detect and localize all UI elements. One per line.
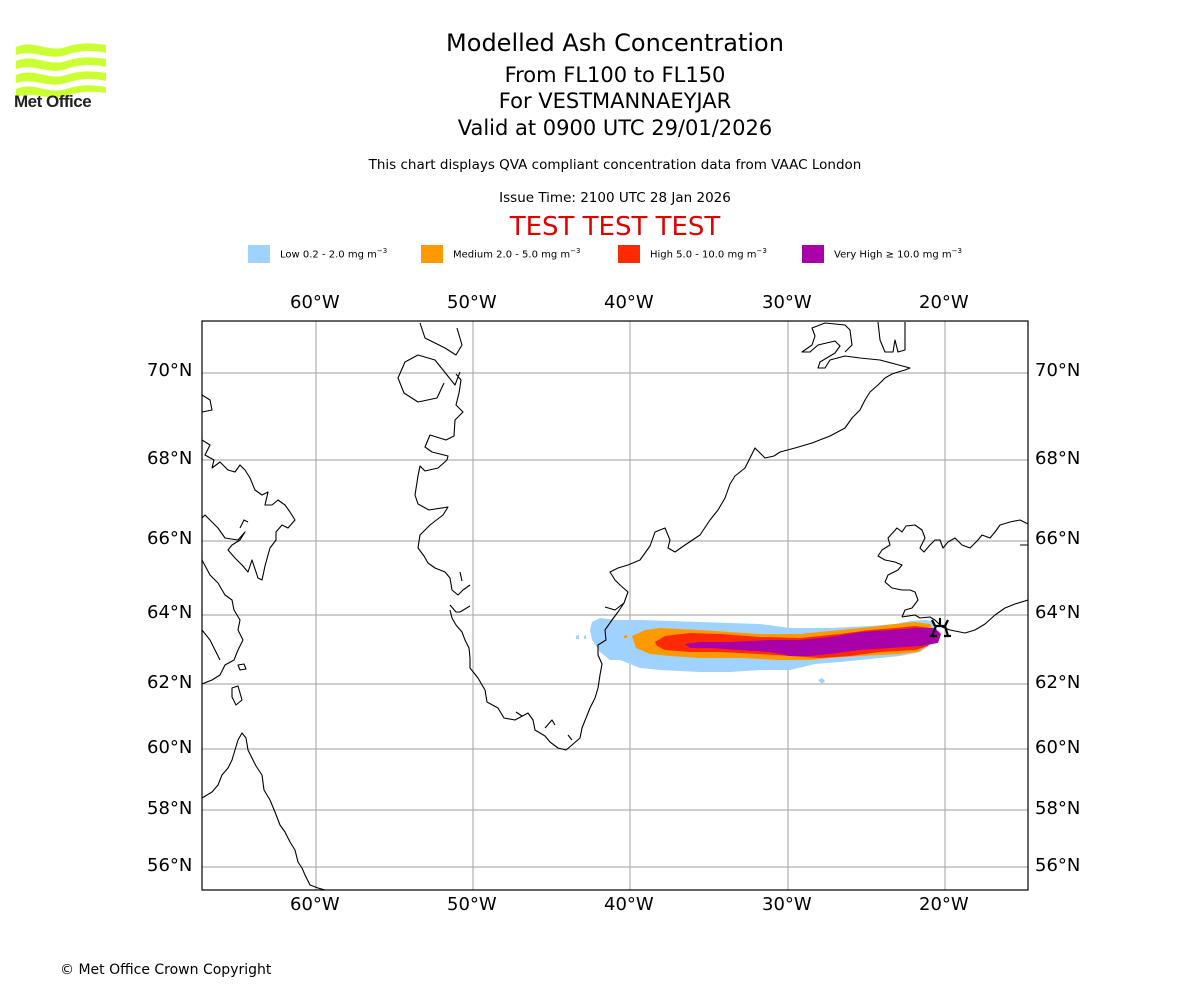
lon-label-top-40w: 40°W	[604, 292, 654, 313]
gridlines	[202, 321, 1028, 890]
legend-swatch-very-high	[802, 245, 824, 263]
lat-label-right-58n: 58°N	[1035, 798, 1081, 819]
met-office-logo	[16, 43, 106, 98]
legend-item-very-high: Very High ≥ 10.0 mg m−3	[802, 245, 962, 263]
lon-label-bottom-50w: 50°W	[447, 894, 497, 915]
ash-plume	[576, 618, 941, 684]
legend-item-medium: Medium 2.0 - 5.0 mg m−3	[421, 245, 618, 263]
legend-label-medium: Medium 2.0 - 5.0 mg m−3	[453, 247, 581, 261]
lat-label-right-56n: 56°N	[1035, 855, 1081, 876]
legend-swatch-high	[618, 245, 640, 263]
legend-swatch-low	[248, 245, 270, 263]
coastline-baffin-south	[202, 559, 244, 685]
plume-very-high	[685, 628, 941, 656]
lat-label-left-62n: 62°N	[147, 672, 193, 693]
lat-label-right-64n: 64°N	[1035, 602, 1081, 623]
volcano-name: For VESTMANNAEYJAR	[498, 89, 732, 113]
lat-label-left-58n: 58°N	[147, 798, 193, 819]
lat-label-left-56n: 56°N	[147, 855, 193, 876]
plume-low-dot-1	[818, 678, 825, 684]
legend-item-low: Low 0.2 - 2.0 mg m−3	[248, 245, 421, 263]
legend-label-low: Low 0.2 - 2.0 mg m−3	[280, 247, 388, 261]
plume-low-dot-2	[576, 635, 579, 639]
lon-label-top-20w: 20°W	[919, 292, 969, 313]
lon-label-top-60w: 60°W	[290, 292, 340, 313]
lat-label-right-60n: 60°N	[1035, 737, 1081, 758]
lon-label-bottom-30w: 30°W	[762, 894, 812, 915]
coastline-iceland	[877, 519, 1028, 634]
lat-label-left-66n: 66°N	[147, 528, 193, 549]
lon-label-top-30w: 30°W	[762, 292, 812, 313]
lat-label-left-70n: 70°N	[147, 360, 193, 381]
lon-label-bottom-20w: 20°W	[919, 894, 969, 915]
volcano-icon	[929, 618, 951, 638]
legend-swatch-medium	[421, 245, 443, 263]
lat-label-left-64n: 64°N	[147, 602, 193, 623]
map-frame	[201, 320, 1029, 891]
lat-label-right-68n: 68°N	[1035, 448, 1081, 469]
lat-label-left-68n: 68°N	[147, 448, 193, 469]
lon-label-top-50w: 50°W	[447, 292, 497, 313]
lon-label-bottom-60w: 60°W	[290, 894, 340, 915]
coastline-greenland-west	[397, 322, 625, 751]
plume-low-dot-3	[584, 635, 586, 639]
flight-levels: From FL100 to FL150	[504, 63, 726, 87]
coastline-greenland-sw-fjord	[515, 711, 573, 741]
legend: Low 0.2 - 2.0 mg m−3 Medium 2.0 - 5.0 mg…	[248, 244, 962, 264]
coastline-baffin-islet-2	[231, 685, 243, 706]
logo-waves-icon	[16, 43, 106, 98]
valid-time: Valid at 0900 UTC 29/01/2026	[457, 116, 773, 140]
copyright: © Met Office Crown Copyright	[60, 962, 272, 978]
subtitle: This chart displays QVA compliant concen…	[368, 157, 862, 173]
coastline-greenland-east	[604, 321, 911, 611]
coastline-labrador	[202, 732, 326, 890]
coastlines	[202, 321, 1028, 890]
lat-label-right-70n: 70°N	[1035, 360, 1081, 381]
lon-label-bottom-40w: 40°W	[604, 894, 654, 915]
legend-item-high: High 5.0 - 10.0 mg m−3	[618, 245, 802, 263]
lat-label-left-60n: 60°N	[147, 737, 193, 758]
lat-label-right-66n: 66°N	[1035, 528, 1081, 549]
lat-label-right-62n: 62°N	[1035, 672, 1081, 693]
test-banner: TEST TEST TEST	[509, 212, 721, 242]
plume-medium-dot	[624, 635, 627, 638]
issue-time: Issue Time: 2100 UTC 28 Jan 2026	[499, 190, 731, 206]
coastline-baffin	[202, 394, 296, 581]
legend-label-high: High 5.0 - 10.0 mg m−3	[650, 247, 767, 261]
chart-title: Modelled Ash Concentration	[446, 29, 784, 57]
logo-text: Met Office	[14, 92, 92, 111]
coastline-baffin-islet-1	[237, 663, 247, 671]
legend-label-very-high: Very High ≥ 10.0 mg m−3	[834, 247, 962, 261]
